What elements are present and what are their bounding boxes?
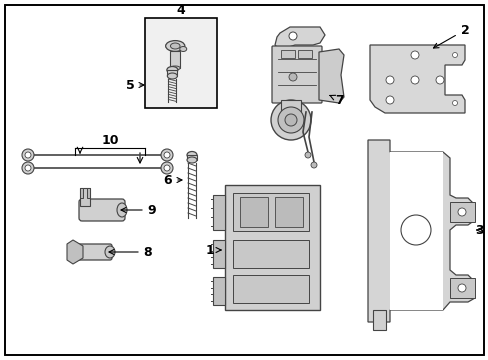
Bar: [145, 18, 217, 108]
Bar: [213, 195, 224, 230]
Bar: [232, 240, 308, 268]
Polygon shape: [369, 45, 464, 113]
Circle shape: [163, 152, 170, 158]
Bar: [167, 70, 177, 76]
Polygon shape: [372, 310, 385, 330]
Bar: [389, 152, 442, 310]
Polygon shape: [318, 49, 343, 103]
Bar: [213, 277, 224, 305]
Circle shape: [278, 107, 304, 133]
Ellipse shape: [167, 73, 177, 79]
Circle shape: [22, 162, 34, 174]
Circle shape: [457, 208, 465, 216]
FancyBboxPatch shape: [271, 46, 321, 103]
Text: 8: 8: [109, 246, 152, 258]
Text: 1: 1: [205, 243, 221, 257]
FancyBboxPatch shape: [79, 199, 125, 221]
Ellipse shape: [186, 157, 197, 163]
Bar: [87, 188, 90, 198]
Text: 2: 2: [432, 23, 468, 48]
Bar: [232, 193, 308, 231]
Ellipse shape: [165, 41, 184, 51]
Bar: [80, 188, 83, 198]
Bar: [80, 188, 90, 206]
Bar: [224, 185, 319, 310]
Ellipse shape: [170, 43, 180, 49]
Circle shape: [451, 100, 457, 105]
Polygon shape: [274, 27, 325, 50]
Circle shape: [310, 162, 316, 168]
Circle shape: [410, 76, 418, 84]
Circle shape: [270, 100, 310, 140]
Circle shape: [161, 149, 173, 161]
Text: 6: 6: [163, 174, 182, 186]
Bar: [274, 197, 303, 227]
Bar: [186, 155, 197, 160]
Bar: [449, 202, 474, 222]
Circle shape: [163, 165, 170, 171]
Circle shape: [457, 284, 465, 292]
Circle shape: [288, 32, 296, 40]
Ellipse shape: [170, 66, 180, 70]
Circle shape: [435, 76, 443, 84]
FancyBboxPatch shape: [73, 244, 112, 260]
Circle shape: [410, 51, 418, 59]
Circle shape: [22, 149, 34, 161]
Text: 5: 5: [125, 78, 143, 91]
Ellipse shape: [105, 246, 115, 258]
Circle shape: [385, 76, 393, 84]
Bar: [146, 19, 216, 107]
Bar: [170, 51, 180, 68]
Text: 7: 7: [329, 94, 344, 107]
Circle shape: [285, 114, 296, 126]
Bar: [297, 50, 311, 58]
Circle shape: [451, 53, 457, 58]
Ellipse shape: [186, 152, 197, 158]
Bar: [240, 197, 267, 227]
Circle shape: [288, 73, 296, 81]
Circle shape: [385, 96, 393, 104]
Text: 4: 4: [176, 4, 185, 17]
Circle shape: [305, 152, 310, 158]
Bar: [281, 50, 294, 58]
Circle shape: [400, 215, 430, 245]
Circle shape: [161, 162, 173, 174]
Polygon shape: [67, 240, 83, 264]
Text: 3: 3: [475, 224, 483, 237]
Ellipse shape: [117, 203, 127, 217]
Circle shape: [25, 152, 31, 158]
Text: 10: 10: [101, 134, 119, 147]
Circle shape: [25, 165, 31, 171]
Ellipse shape: [166, 67, 178, 73]
Bar: [449, 278, 474, 298]
Polygon shape: [367, 140, 474, 322]
Text: 9: 9: [121, 203, 156, 216]
Ellipse shape: [180, 46, 186, 51]
Bar: [281, 100, 301, 122]
Bar: [232, 275, 308, 303]
Bar: [213, 240, 224, 268]
